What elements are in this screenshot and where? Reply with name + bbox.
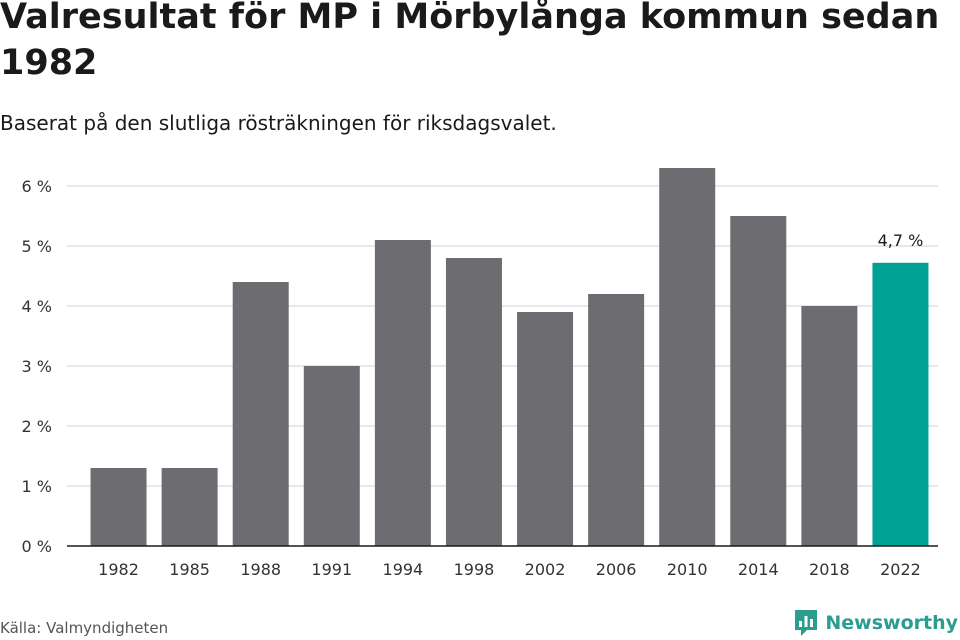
x-tick-label: 1998 <box>454 560 495 579</box>
newsworthy-logo-icon <box>795 610 818 636</box>
x-tick-label: 1982 <box>98 560 139 579</box>
data-label: 4,7 % <box>878 231 924 250</box>
source-note: Källa: Valmyndigheten <box>0 619 169 637</box>
bar <box>659 168 716 546</box>
y-tick-label: 3 % <box>22 357 52 376</box>
x-tick-label: 1985 <box>169 560 210 579</box>
brand-logo[interactable]: Newsworthy <box>793 608 958 638</box>
bar <box>161 468 218 546</box>
x-tick-label: 2022 <box>880 560 921 579</box>
y-tick-label: 1 % <box>22 477 52 496</box>
bar <box>872 262 929 546</box>
y-tick-label: 4 % <box>22 297 52 316</box>
x-tick-label: 1988 <box>240 560 281 579</box>
x-tick-label: 2006 <box>596 560 637 579</box>
y-tick-label: 2 % <box>22 417 52 436</box>
brand-name: Newsworthy <box>825 612 958 634</box>
y-tick-label: 6 % <box>22 177 52 196</box>
x-tick-label: 2002 <box>525 560 566 579</box>
bar <box>517 312 574 546</box>
x-tick-label: 1991 <box>311 560 352 579</box>
bar <box>801 306 858 546</box>
chart-subtitle: Baserat på den slutliga rösträkningen fö… <box>0 111 557 135</box>
x-tick-label: 1994 <box>383 560 424 579</box>
bar <box>232 282 289 546</box>
bar <box>374 240 431 546</box>
chart-title: Valresultat för MP i Mörbylånga kommun s… <box>0 0 940 83</box>
bar <box>303 366 360 546</box>
bar <box>445 258 502 546</box>
bar <box>730 216 787 546</box>
bar <box>90 468 147 546</box>
x-tick-label: 2018 <box>809 560 850 579</box>
x-tick-label: 2014 <box>738 560 779 579</box>
bar <box>588 294 645 546</box>
y-tick-label: 0 % <box>22 537 52 556</box>
y-tick-label: 5 % <box>22 237 52 256</box>
x-tick-label: 2010 <box>667 560 708 579</box>
